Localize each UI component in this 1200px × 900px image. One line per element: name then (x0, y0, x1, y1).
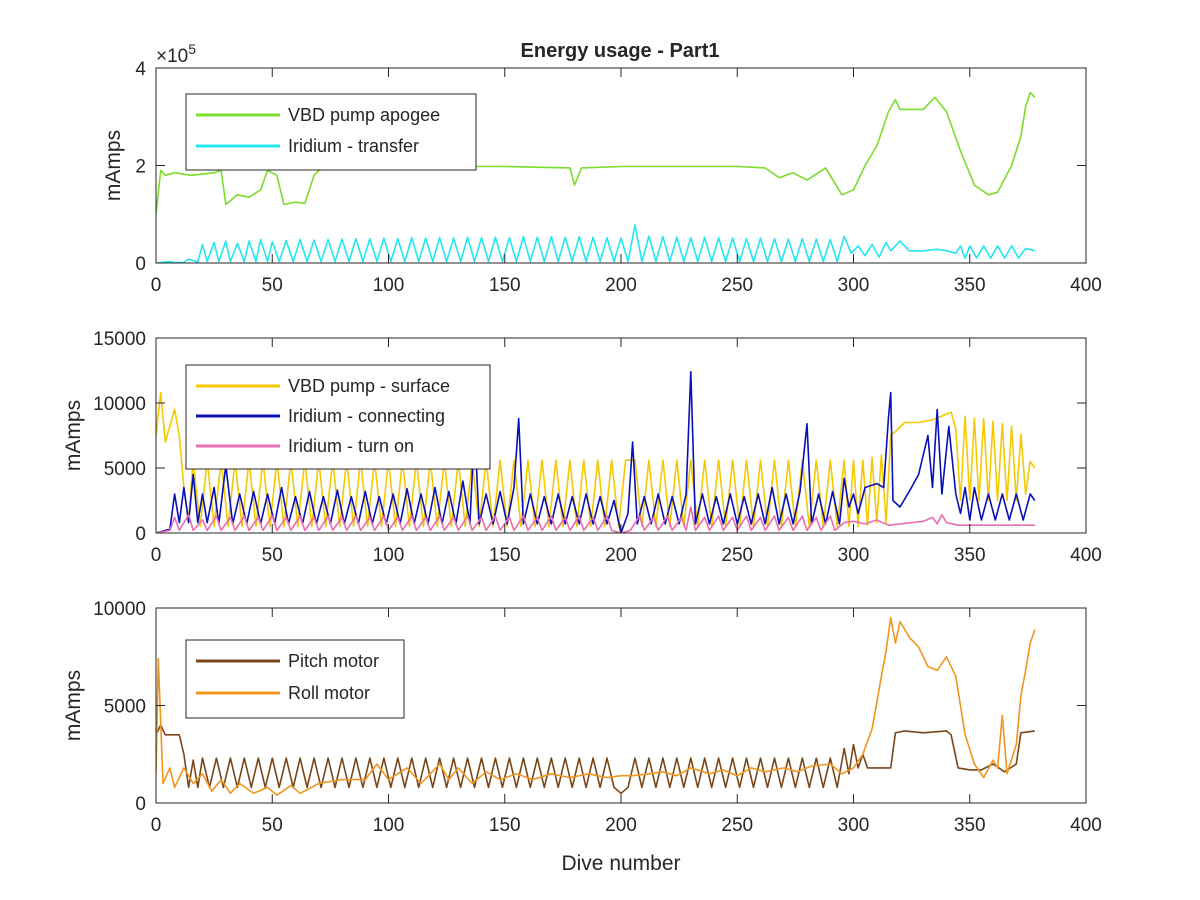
series-line-3-2 (156, 617, 1036, 796)
series-line-3-1 (156, 724, 1035, 795)
x-tick-label: 100 (373, 545, 405, 566)
x-tick-label: 300 (838, 815, 870, 836)
y-tick-label: 10000 (93, 394, 146, 415)
y-axis-label: mAmps (62, 670, 85, 741)
y-exponent-label: ×105 (156, 41, 196, 67)
x-tick-label: 0 (151, 545, 162, 566)
legend-entry: Iridium - transfer (288, 136, 419, 156)
x-tick-label: 0 (151, 815, 162, 836)
x-tick-label: 300 (838, 275, 870, 296)
series-line-2-2 (156, 371, 1036, 533)
subplot-3: 0 50 100 150 200 250 300 350 400 0 5000 10000 mAmps P… (62, 599, 1102, 836)
x-tick-label: 400 (1070, 815, 1102, 836)
subplot-1: 0 50 100 150 200 250 300 350 400 0 2 4 ×105 mAmps VBD … (102, 41, 1102, 296)
x-tick-label: 250 (721, 545, 753, 566)
x-tick-label: 300 (838, 545, 870, 566)
y-axis-label: mAmps (102, 130, 125, 201)
legend-entry: VBD pump - surface (288, 376, 450, 396)
series-line-1-1 (156, 91, 1036, 215)
y-tick-label: 2 (135, 157, 146, 178)
x-tick-label: 400 (1070, 545, 1102, 566)
x-tick-label: 100 (373, 275, 405, 296)
y-tick-label: 10000 (93, 599, 146, 620)
series-line-2-3 (156, 506, 1035, 533)
x-tick-label: 50 (262, 275, 283, 296)
legend: VBD pump - surface Iridium - connecting Ir… (185, 364, 491, 470)
legend-entry: VBD pump apogee (288, 105, 440, 125)
legend-box (185, 639, 405, 719)
subplot-panels: 0 50 100 150 200 250 300 350 400024×105mAmpsVBD … (62, 41, 1102, 836)
legend-entry: Iridium - connecting (288, 406, 445, 426)
legend-entry: Iridium - turn on (288, 436, 414, 456)
y-tick-label: 15000 (93, 329, 146, 350)
x-tick-label: 100 (373, 815, 405, 836)
x-tick-label: 0 (151, 275, 162, 296)
legend: VBD pump apogee Iridium - transfer (185, 93, 477, 171)
y-tick-label: 5000 (104, 459, 146, 480)
x-tick-label: 150 (489, 275, 521, 296)
subplot-2: 0 50 100 150 200 250 300 350 400 0 5000 10000 15000 m… (62, 329, 1102, 566)
y-tick-label: 0 (135, 254, 146, 275)
x-tick-label: 350 (954, 275, 986, 296)
legend-entry: Roll motor (288, 683, 370, 703)
x-tick-label: 350 (954, 545, 986, 566)
x-tick-label: 50 (262, 815, 283, 836)
x-tick-label: 200 (605, 815, 637, 836)
x-tick-label: 150 (489, 815, 521, 836)
legend-box (185, 93, 477, 171)
x-tick-label: 200 (605, 545, 637, 566)
x-tick-label: 150 (489, 545, 521, 566)
legend: Pitch motor Roll motor (185, 639, 405, 719)
legend-entry: Pitch motor (288, 651, 379, 671)
figure-title: Energy usage - Part1 (521, 40, 720, 62)
x-tick-label: 200 (605, 275, 637, 296)
y-tick-label: 0 (135, 524, 146, 545)
y-axis-label: mAmps (62, 400, 85, 471)
x-tick-label: 350 (954, 815, 986, 836)
x-tick-label: 400 (1070, 275, 1102, 296)
y-tick-label: 5000 (104, 697, 146, 718)
x-tick-label: 250 (721, 275, 753, 296)
series-line-1-2 (156, 224, 1036, 263)
x-tick-label: 250 (721, 815, 753, 836)
series-line-2-1 (156, 391, 1036, 528)
x-axis-label: Dive number (561, 852, 680, 875)
y-exponent-power: 5 (188, 41, 196, 57)
y-tick-label: 4 (135, 59, 146, 80)
x-tick-label: 50 (262, 545, 283, 566)
y-tick-label: 0 (135, 794, 146, 815)
